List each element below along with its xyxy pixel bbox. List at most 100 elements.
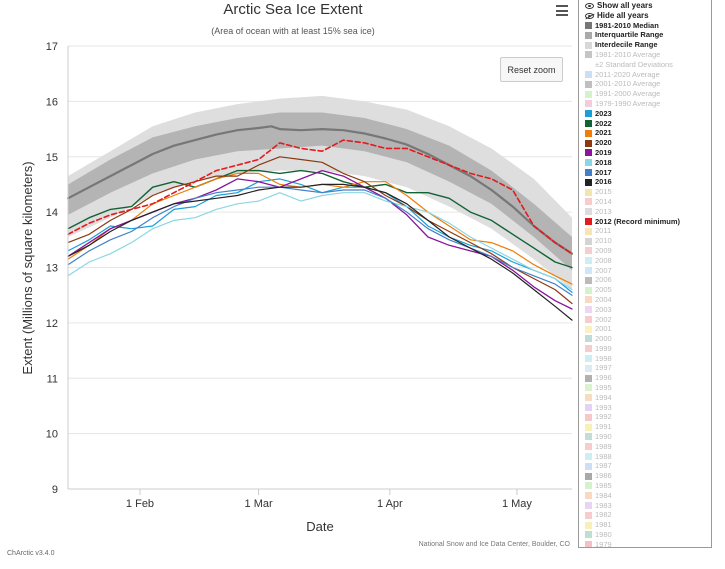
legend-item[interactable]: 1992 xyxy=(585,412,711,422)
legend-item[interactable]: 2014 xyxy=(585,197,711,207)
legend-swatch xyxy=(585,502,592,510)
legend-item[interactable]: 1997 xyxy=(585,363,711,373)
y-tick-label: 13 xyxy=(46,263,58,275)
legend-item[interactable]: 2001-2010 Average xyxy=(585,79,711,89)
legend-label: 2000 xyxy=(595,334,612,344)
legend-label: 2011-2020 Average xyxy=(595,69,660,79)
legend-item[interactable]: 1996 xyxy=(585,373,711,383)
legend-swatch xyxy=(585,413,592,421)
legend-swatch xyxy=(585,100,592,108)
legend-label: 1985 xyxy=(595,481,612,491)
legend-swatch xyxy=(585,521,592,529)
legend-item[interactable]: 1991-2000 Average xyxy=(585,89,711,99)
legend-item[interactable]: 2003 xyxy=(585,305,711,315)
legend-swatch xyxy=(585,482,592,490)
y-tick-label: 17 xyxy=(46,41,58,53)
legend-item[interactable]: 2000 xyxy=(585,334,711,344)
legend-label: 1984 xyxy=(595,490,612,500)
legend-label: 2014 xyxy=(595,196,612,206)
legend-item[interactable]: 2011 xyxy=(585,226,711,236)
series-line-2012-record-minimum-[interactable] xyxy=(67,139,573,255)
legend-label: 1982 xyxy=(595,510,612,520)
legend-swatch xyxy=(585,208,592,216)
legend-item[interactable]: 2008 xyxy=(585,256,711,266)
legend-item[interactable]: 2016 xyxy=(585,177,711,187)
series-line-2017[interactable] xyxy=(67,186,573,296)
legend-item[interactable]: 1987 xyxy=(585,461,711,471)
menu-icon[interactable] xyxy=(556,5,568,16)
legend-item[interactable]: 2010 xyxy=(585,236,711,246)
legend-item[interactable]: 1993 xyxy=(585,403,711,413)
legend-label: 2020 xyxy=(595,138,612,148)
legend-item[interactable]: 2020 xyxy=(585,138,711,148)
legend-item[interactable]: 1979-1990 Average xyxy=(585,99,711,109)
legend-item[interactable]: 2012 (Record minimum) xyxy=(585,217,711,227)
legend-item[interactable]: 1979 xyxy=(585,540,711,547)
legend-item[interactable]: 1988 xyxy=(585,452,711,462)
range-bands xyxy=(68,95,572,290)
legend-item[interactable]: 1986 xyxy=(585,471,711,481)
legend-item[interactable]: 1982 xyxy=(585,510,711,520)
legend-item[interactable]: 2017 xyxy=(585,168,711,178)
legend-item[interactable]: 1981 xyxy=(585,520,711,530)
legend-item[interactable]: 2005 xyxy=(585,285,711,295)
legend-item[interactable]: Interquartile Range xyxy=(585,30,711,40)
legend-label: 1981-2010 Average xyxy=(595,49,661,59)
legend-item[interactable]: 1983 xyxy=(585,501,711,511)
legend-item[interactable]: 1981-2010 Median xyxy=(585,21,711,31)
legend-label: 1980 xyxy=(595,530,612,540)
series-line-1981-2010-median[interactable] xyxy=(66,125,574,255)
legend-label: 2007 xyxy=(595,265,612,275)
legend-item[interactable]: 1994 xyxy=(585,393,711,403)
legend-item[interactable]: 2002 xyxy=(585,315,711,325)
legend-item[interactable]: 1981-2010 Average xyxy=(585,50,711,60)
legend-item[interactable]: 2018 xyxy=(585,158,711,168)
legend-swatch xyxy=(585,61,592,69)
legend-swatch xyxy=(585,139,592,147)
legend-item[interactable]: 1989 xyxy=(585,442,711,452)
legend-item[interactable]: 2011-2020 Average xyxy=(585,70,711,80)
legend-item[interactable]: 2021 xyxy=(585,128,711,138)
legend-item[interactable]: 2023 xyxy=(585,109,711,119)
legend-label: 1999 xyxy=(595,343,612,353)
legend-item[interactable]: 1980 xyxy=(585,530,711,540)
series-line-2020[interactable] xyxy=(67,156,573,305)
y-axis-label: Extent (Millions of square kilometers) xyxy=(20,161,35,374)
legend-item[interactable]: 2001 xyxy=(585,324,711,334)
axes: 9 10 11 12 13 14 15 16 17 1 Feb 1 Mar 1 Apr 1 May xyxy=(46,41,572,510)
legend-item[interactable]: 1984 xyxy=(585,491,711,501)
legend-item[interactable]: 2004 xyxy=(585,295,711,305)
legend-swatch xyxy=(585,453,592,461)
legend-item[interactable]: 1995 xyxy=(585,383,711,393)
legend-item[interactable]: 2009 xyxy=(585,246,711,256)
y-tick-label: 11 xyxy=(47,373,58,385)
legend-label: 1996 xyxy=(595,373,612,383)
y-tick-label: 15 xyxy=(46,152,58,164)
series-line-2016[interactable] xyxy=(67,183,573,321)
legend-item[interactable]: 2022 xyxy=(585,119,711,129)
legend-label: 1986 xyxy=(595,471,612,481)
legend-item[interactable]: 1998 xyxy=(585,354,711,364)
legend-item[interactable]: Interdecile Range xyxy=(585,40,711,50)
legend-item[interactable]: 2013 xyxy=(585,207,711,217)
legend-item[interactable]: 2006 xyxy=(585,275,711,285)
legend-label: 2011 xyxy=(595,226,612,236)
legend-item[interactable]: 1985 xyxy=(585,481,711,491)
legend-item[interactable]: 2019 xyxy=(585,148,711,158)
reset-zoom-button[interactable]: Reset zoom xyxy=(500,57,563,82)
legend-swatch xyxy=(585,51,592,59)
legend-item[interactable]: 1991 xyxy=(585,422,711,432)
legend-item[interactable]: 2007 xyxy=(585,266,711,276)
legend-item[interactable]: 1990 xyxy=(585,432,711,442)
legend-item[interactable]: 1999 xyxy=(585,344,711,354)
legend-label: 1987 xyxy=(595,461,612,471)
show-all-years-button[interactable]: Show all years xyxy=(585,1,711,11)
legend-item[interactable]: ±2 Standard Deviations xyxy=(585,60,711,70)
series-lines xyxy=(66,125,574,321)
legend-swatch xyxy=(585,198,592,206)
hide-all-years-button[interactable]: Hide all years xyxy=(585,11,711,21)
series-line-2018[interactable] xyxy=(67,192,573,291)
legend-item[interactable]: 2015 xyxy=(585,187,711,197)
legend-swatch xyxy=(585,119,592,127)
series-line-2022[interactable] xyxy=(67,169,573,269)
